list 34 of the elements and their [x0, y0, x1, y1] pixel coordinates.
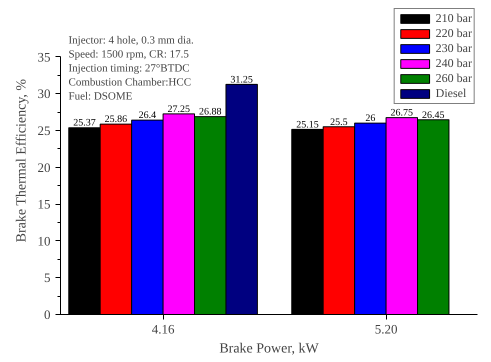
- data-label: 25.5: [330, 116, 348, 128]
- data-label: 25.37: [73, 118, 96, 129]
- legend-label: 260 bar: [436, 71, 472, 86]
- data-label: 31.25: [230, 74, 253, 86]
- y-tick-label: 10: [38, 233, 50, 248]
- data-label: 26.88: [198, 106, 222, 118]
- y-axis-title: Brake Thermal Efficiency, %: [14, 78, 30, 242]
- x-axis-title: Brake Power, kW: [219, 342, 320, 356]
- data-label: 25.15: [296, 119, 319, 130]
- legend-label: 230 bar: [436, 41, 472, 56]
- data-label: 26.4: [138, 110, 156, 122]
- annotation: Injection timing: 27°BTDC: [68, 62, 190, 74]
- annotation: Speed: 1500 rpm, CR: 17.5: [68, 48, 190, 60]
- text: Injector: 4 hole, 0.3 mm dia.: [68, 34, 194, 46]
- x-tick-label: 4.16: [152, 322, 175, 336]
- y-tick-label: 0: [44, 307, 50, 322]
- data-label: 26: [365, 113, 376, 124]
- y-tick-label: 20: [38, 160, 50, 175]
- legend-label: 220 bar: [436, 26, 472, 41]
- y-tick-label: 5: [44, 270, 50, 286]
- y-tick-label: 25: [38, 122, 50, 138]
- legend-label: 210 bar: [436, 11, 472, 26]
- x-tick-label: 5.20: [374, 322, 398, 336]
- y-tick-label: 35: [38, 49, 50, 64]
- data-label: 27.25: [168, 104, 190, 115]
- annotation: Combustion Chamber:HCC: [68, 76, 192, 88]
- legend-label: 240 bar: [436, 56, 472, 71]
- y-tick-label: 15: [38, 196, 50, 212]
- legend-label: Diesel: [436, 86, 466, 101]
- annotation: Fuel: DSOME: [68, 90, 133, 102]
- y-tick-label: 30: [38, 86, 50, 102]
- data-label: 26.75: [390, 108, 414, 119]
- data-label: 25.86: [104, 114, 128, 126]
- data-label: 26.45: [422, 110, 444, 121]
